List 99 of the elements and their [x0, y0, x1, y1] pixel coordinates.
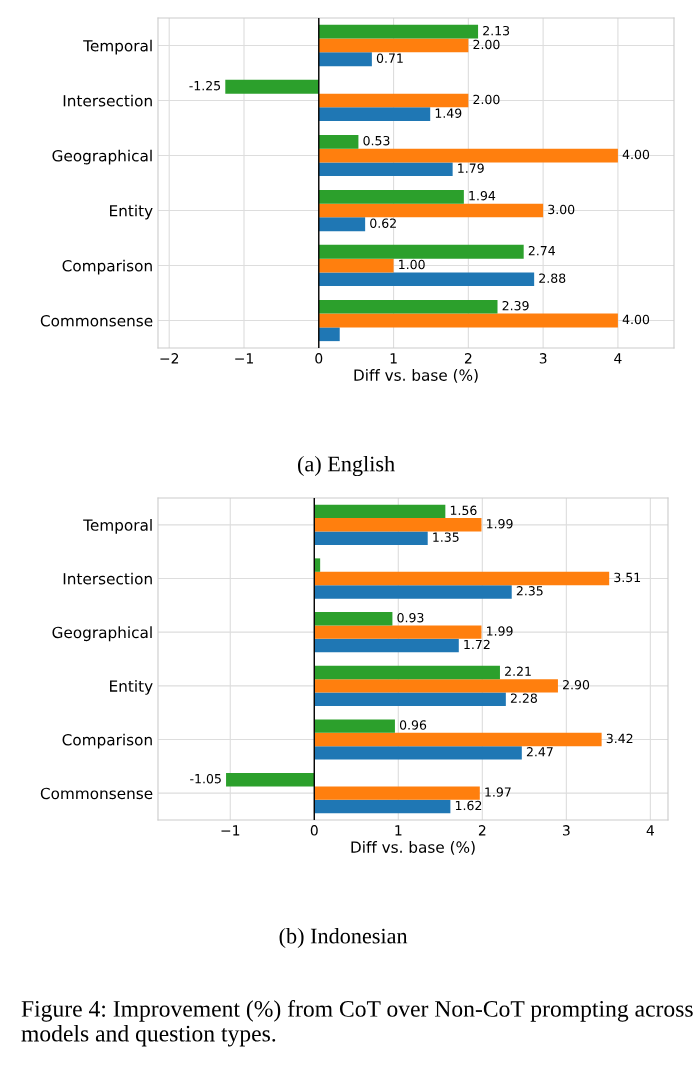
data-label: 2.74 [528, 245, 555, 256]
bar [318, 162, 453, 177]
x-tick-label: 2 [478, 825, 486, 836]
x-tick-label: −1 [235, 353, 253, 364]
y-tick-label: Comparison [62, 259, 152, 275]
data-label: 1.99 [487, 626, 513, 636]
bar [318, 93, 469, 108]
data-label: 2.28 [510, 693, 537, 703]
bar [318, 107, 431, 122]
x-tick-label: 3 [562, 825, 570, 836]
text: (b) Indonesian [279, 927, 408, 949]
data-label: 2.90 [563, 680, 590, 690]
bar [314, 679, 558, 693]
y-tick-label: Commonsense [40, 787, 153, 800]
data-label: 2.00 [473, 39, 500, 50]
bar [318, 217, 366, 232]
x-tick-label: −1 [221, 825, 240, 836]
bar [314, 732, 602, 747]
x-tick-label: 1 [395, 825, 402, 836]
data-label: 2.21 [505, 666, 531, 676]
data-label: 0.62 [370, 218, 396, 228]
data-label: 1.97 [485, 787, 511, 797]
x-axis-title: Diff vs. base (%) [351, 841, 475, 855]
bar [318, 148, 618, 163]
bar [314, 585, 512, 599]
data-label: 1.56 [450, 505, 477, 516]
bar [314, 518, 482, 532]
bar [318, 24, 479, 39]
data-label: 3.51 [614, 572, 641, 583]
bar [225, 79, 319, 94]
bar [314, 799, 451, 814]
x-tick-label: 3 [539, 353, 547, 364]
x-axis-title: Diff vs. base (%) [354, 369, 478, 383]
bar [226, 773, 315, 787]
data-label: 4.00 [622, 314, 650, 325]
data-label: 0.93 [397, 612, 424, 623]
x-tick-label: 0 [310, 825, 318, 836]
data-label: 1.99 [487, 519, 513, 529]
data-label: 0.53 [363, 135, 390, 146]
data-label: 1.62 [455, 800, 482, 811]
bar [314, 625, 482, 639]
x-tick-label: 1 [390, 353, 397, 364]
bar [318, 189, 464, 204]
x-tick-label: 4 [614, 353, 622, 364]
y-tick-label: Commonsense [40, 314, 153, 327]
data-label: 2.88 [539, 273, 566, 283]
x-tick-label: 0 [315, 353, 323, 364]
data-label: -1.25 [189, 80, 221, 91]
bar [314, 531, 428, 545]
data-label: 1.35 [433, 532, 459, 542]
y-tick-label: Temporal [83, 39, 152, 55]
bar [314, 746, 522, 760]
y-tick-label: Comparison [62, 733, 152, 749]
bar [318, 244, 524, 259]
bar [318, 52, 372, 67]
bar [318, 272, 535, 287]
text: (a) English [298, 455, 395, 477]
caption: Figure 4: Improvement (%) from CoT over Non-CoT prompting across models and question types. [21, 1000, 693, 1047]
bar [318, 299, 498, 314]
bar [314, 786, 480, 800]
y-tick-label: Intersection [63, 572, 152, 585]
data-label: 1.72 [464, 639, 490, 650]
bar [314, 638, 459, 653]
bar [314, 504, 446, 519]
data-label: 2.39 [502, 300, 529, 311]
x-tick-label: 2 [464, 353, 472, 364]
data-label: 3.42 [606, 733, 633, 744]
data-label: -1.05 [190, 773, 221, 784]
data-label: 1.94 [469, 190, 496, 201]
bar [318, 258, 394, 273]
data-label: 1.00 [399, 259, 425, 270]
data-label: 0.71 [376, 53, 403, 63]
data-label: 1.79 [458, 163, 484, 173]
bar [314, 612, 393, 626]
data-label: 0.96 [399, 720, 427, 730]
bar [314, 692, 506, 706]
data-label: 4.00 [622, 149, 650, 160]
y-tick-label: Entity [110, 680, 153, 695]
bar [318, 134, 359, 149]
bar [314, 571, 610, 586]
data-label: 2.00 [473, 94, 500, 105]
bar [318, 203, 544, 218]
bar [314, 719, 395, 733]
bar [314, 665, 500, 680]
data-label: 3.00 [548, 204, 575, 215]
x-tick-label: 4 [646, 825, 654, 836]
x-tick-label: −2 [160, 353, 179, 364]
data-label: 1.49 [435, 108, 462, 118]
data-label: 2.13 [483, 25, 510, 36]
data-label: 2.47 [526, 747, 553, 757]
bar [318, 313, 618, 328]
data-label: 2.35 [516, 586, 543, 596]
y-tick-label: Intersection [63, 94, 152, 107]
y-tick-label: Geographical [52, 626, 152, 642]
y-tick-label: Entity [110, 204, 153, 220]
y-tick-label: Geographical [52, 149, 152, 165]
bar [318, 327, 340, 342]
y-tick-label: Temporal [83, 519, 152, 534]
bar [318, 38, 469, 53]
